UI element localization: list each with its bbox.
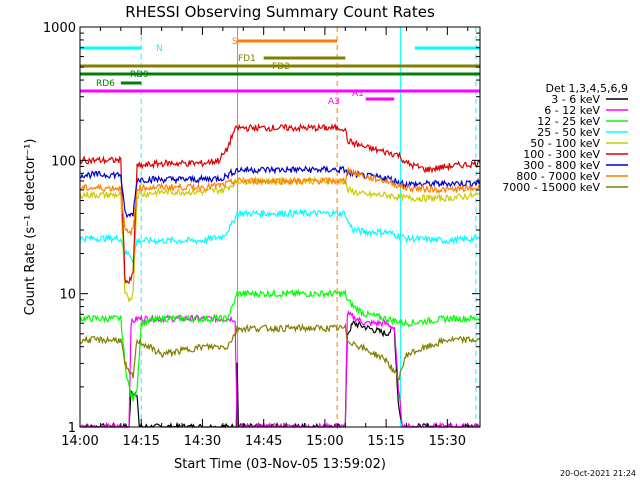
legend-label-4: 50 - 100 keV [530, 137, 600, 150]
generation-timestamp: 20-Oct-2021 21:24 [560, 469, 636, 478]
annotation-label-fd2: FD2 [272, 62, 290, 72]
legend-label-5: 100 - 300 keV [523, 148, 600, 161]
legend-label-8: 7000 - 15000 keV [502, 181, 600, 194]
annotation-label-rd9: RD9 [130, 70, 149, 80]
legend-label-2: 12 - 25 keV [537, 115, 600, 128]
annotation-label-a1: A1 [352, 89, 364, 99]
plot-frame [79, 26, 481, 428]
y-tick-label-2: 100 [51, 154, 76, 169]
y-tick-label-1: 10 [59, 288, 76, 303]
x-tick-label-0: 14:00 [61, 434, 98, 449]
series-line-5 [79, 122, 481, 285]
x-tick-label-2: 14:30 [184, 434, 221, 449]
y-tick-label-0: 1 [68, 421, 76, 436]
x-tick-label-4: 15:00 [306, 434, 343, 449]
legend-title: Det 1,3,4,5,6,9 [545, 82, 628, 95]
annotation-label-rd6: RD6 [96, 79, 115, 89]
series-line-3 [79, 208, 481, 265]
legend-label-1: 6 - 12 keV [544, 104, 600, 117]
series-line-2 [79, 288, 481, 402]
series-line-6 [79, 165, 481, 219]
legend-label-7: 800 - 7000 keV [516, 170, 600, 183]
annotation-label-a3: A3 [328, 97, 340, 107]
y-axis-label: Count Rate (s⁻¹ detector⁻¹) [23, 139, 38, 316]
legend-label-0: 3 - 6 keV [551, 93, 600, 106]
series-layer [79, 122, 481, 430]
x-tick-label-1: 14:15 [122, 434, 159, 449]
series-line-8 [79, 322, 481, 381]
legend-label-6: 300 - 800 keV [523, 159, 600, 172]
x-axis-ticks: 14:00 14:15 14:30 14:45 15:00 15:15 15:30 [61, 27, 469, 449]
y-tick-label-3: 1000 [43, 21, 76, 36]
x-tick-label-3: 14:45 [245, 434, 282, 449]
x-axis-label: Start Time (03-Nov-05 13:59:02) [174, 457, 386, 472]
annotation-label-fd1: FD1 [238, 54, 256, 64]
series-line-1 [80, 310, 481, 430]
chart-title: RHESSI Observing Summary Count Rates [125, 3, 435, 21]
x-tick-label-6: 15:30 [429, 434, 466, 449]
x-tick-label-5: 15:15 [367, 434, 404, 449]
annotation-label-n: N [156, 44, 163, 54]
series-line-4 [79, 175, 481, 302]
series-line-7 [79, 165, 481, 236]
y-axis-ticks: 1 10 100 1000 [43, 21, 480, 436]
annotation-label-s: S [232, 37, 238, 47]
legend-label-3: 25 - 50 keV [537, 126, 600, 139]
